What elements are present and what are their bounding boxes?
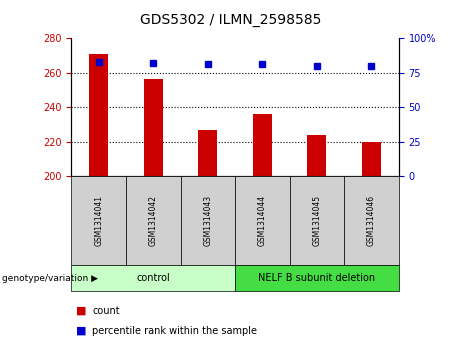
Text: GSM1314042: GSM1314042 [149,195,158,246]
Bar [89,54,108,176]
Text: GSM1314046: GSM1314046 [367,195,376,246]
Text: GSM1314045: GSM1314045 [313,195,321,246]
Bar [307,135,326,176]
Text: GSM1314044: GSM1314044 [258,195,267,246]
Text: control: control [136,273,170,283]
Text: GDS5302 / ILMN_2598585: GDS5302 / ILMN_2598585 [140,13,321,27]
Text: percentile rank within the sample: percentile rank within the sample [92,326,257,336]
Text: genotype/variation ▶: genotype/variation ▶ [2,274,98,282]
Text: ■: ■ [76,306,87,316]
Text: ■: ■ [76,326,87,336]
Text: NELF B subunit deletion: NELF B subunit deletion [258,273,376,283]
Text: GSM1314043: GSM1314043 [203,195,213,246]
Bar [144,79,163,176]
Text: GSM1314041: GSM1314041 [94,195,103,246]
Bar [198,130,218,176]
Bar [362,142,381,176]
Bar [253,114,272,176]
Text: count: count [92,306,120,316]
